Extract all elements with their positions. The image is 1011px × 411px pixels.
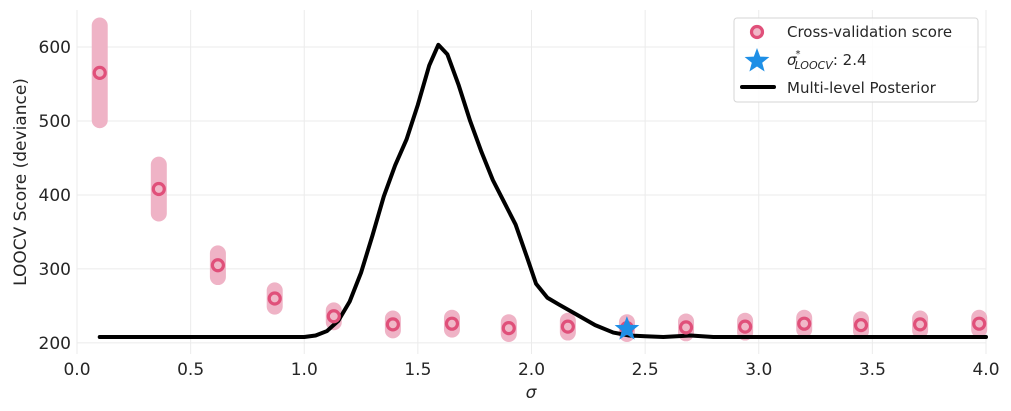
x-tick-label: 1.0 bbox=[291, 360, 318, 380]
cv-point bbox=[267, 291, 282, 306]
cv-point bbox=[853, 318, 869, 333]
legend-posterior-label: Multi-level Posterior bbox=[787, 79, 937, 97]
posterior-curve bbox=[97, 42, 988, 339]
cv-point bbox=[738, 319, 753, 334]
cv-point bbox=[912, 317, 928, 332]
x-ticks: 0.0 0.5 1.0 1.5 2.0 2.5 3.0 3.5 4.0 bbox=[63, 360, 999, 380]
cv-point bbox=[151, 181, 166, 197]
x-tick-label: 2.0 bbox=[518, 360, 545, 380]
x-tick-label: 3.0 bbox=[745, 360, 772, 380]
y-tick-label: 600 bbox=[39, 38, 71, 58]
legend-cv-label: Cross-validation score bbox=[787, 23, 952, 41]
cv-point bbox=[560, 319, 575, 334]
optimum-star bbox=[614, 316, 640, 340]
x-axis-label: σ bbox=[526, 383, 538, 403]
cv-point bbox=[678, 320, 694, 335]
x-tick-label: 0.5 bbox=[177, 360, 204, 380]
cv-point bbox=[92, 65, 107, 80]
y-tick-label: 400 bbox=[39, 186, 71, 206]
x-tick-label: 3.5 bbox=[859, 360, 886, 380]
cv-point bbox=[385, 317, 400, 332]
y-axis-label: LOOCV Score (deviance) bbox=[11, 78, 31, 286]
x-tick-label: 0.0 bbox=[63, 360, 90, 380]
cv-point bbox=[797, 316, 812, 331]
posterior-line bbox=[97, 42, 988, 339]
x-tick-label: 4.0 bbox=[972, 360, 999, 380]
cv-points bbox=[92, 65, 987, 336]
y-tick-label: 500 bbox=[39, 112, 71, 132]
legend-frame bbox=[733, 17, 979, 103]
legend-star-icon bbox=[744, 48, 770, 72]
x-tick-label: 1.5 bbox=[404, 360, 431, 380]
cv-point bbox=[501, 321, 516, 336]
cv-point bbox=[210, 258, 225, 273]
legend: Cross-validation score σ* LOOCV: 2.4 Mult… bbox=[733, 17, 979, 103]
x-tick-label: 2.5 bbox=[632, 360, 659, 380]
y-tick-label: 300 bbox=[39, 260, 71, 280]
optimum-star-marker bbox=[614, 316, 640, 340]
legend-cv-marker bbox=[749, 24, 765, 40]
legend-optimum-label: σ* LOOCV: 2.4 bbox=[787, 49, 867, 72]
cv-point bbox=[444, 316, 460, 331]
cv-point bbox=[972, 316, 987, 331]
cv-point bbox=[326, 309, 341, 324]
y-tick-label: 200 bbox=[39, 334, 71, 354]
y-ticks: 200 300 400 500 600 bbox=[39, 38, 71, 354]
